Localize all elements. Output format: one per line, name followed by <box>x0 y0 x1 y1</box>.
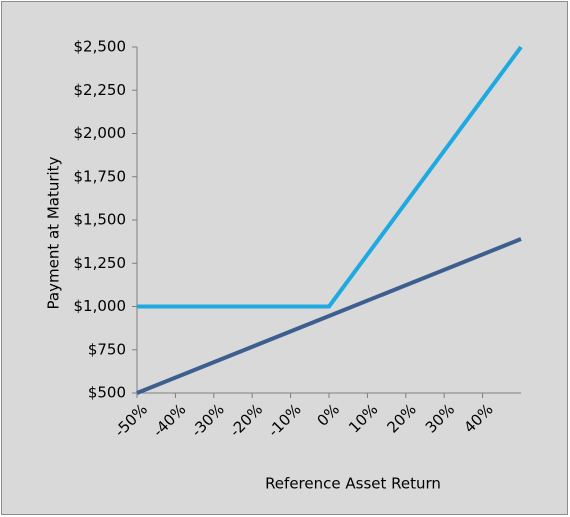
y-tick-label: $1,250 <box>74 254 127 272</box>
y-axis-title: Payment at Maturity <box>45 156 63 309</box>
y-tick-label: $2,250 <box>74 81 127 99</box>
x-axis-title: Reference Asset Return <box>265 475 441 493</box>
y-tick-label: $1,000 <box>74 297 127 315</box>
y-tick-label: $1,500 <box>74 211 127 229</box>
y-tick-label: $2,000 <box>74 124 127 142</box>
y-tick-label: $750 <box>88 340 126 358</box>
y-tick-label: $500 <box>88 384 126 402</box>
series-line <box>137 45 523 309</box>
y-tick-label: $1,750 <box>74 167 127 185</box>
series-line <box>136 237 522 395</box>
y-tick-label: $2,500 <box>74 38 127 56</box>
